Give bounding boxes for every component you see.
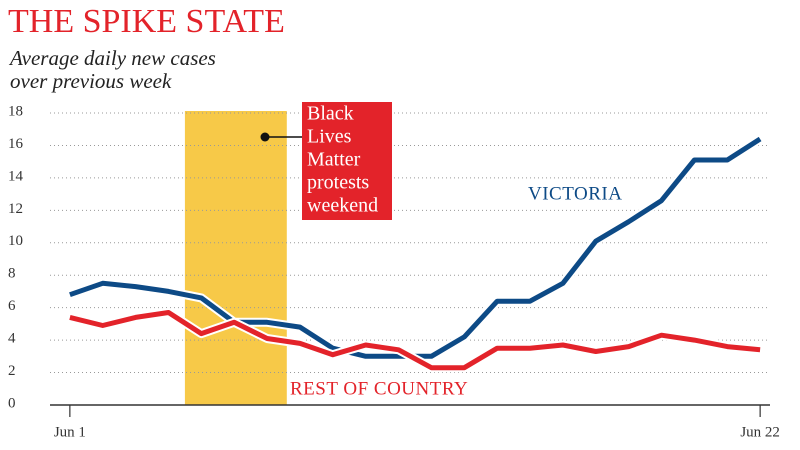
annotation-text: weekend [307,195,378,217]
y-tick-label: 18 [8,103,23,119]
highlight-band [184,111,287,405]
y-tick-label: 12 [8,201,23,217]
chart-subtitle: over previous week [10,69,172,93]
chart-subtitle: Average daily new cases [8,46,216,70]
x-tick-label: Jun 1 [54,424,86,440]
series-label: REST OF COUNTRY [290,378,468,399]
series-line [69,310,761,371]
chart-title: THE SPIKE STATE [8,3,285,40]
annotation-text: Matter [307,149,361,171]
annotation-text: Black [307,103,354,125]
y-tick-label: 14 [8,168,24,184]
y-tick-label: 16 [8,136,24,152]
y-tick-label: 2 [8,363,16,379]
y-tick-label: 8 [8,266,16,282]
annotation-text: Lives [307,126,352,148]
y-tick-label: 4 [8,331,16,347]
series-line [69,136,762,359]
y-tick-label: 6 [8,298,16,314]
x-tick-label: Jun 22 [740,424,780,440]
y-tick-label: 0 [8,395,16,411]
y-tick-label: 10 [8,233,23,249]
line-casing [68,135,763,361]
annotation-box [302,102,392,220]
annotation-text: protests [307,172,369,194]
annotation-dot [260,132,270,142]
series-label: VICTORIA [528,183,622,204]
